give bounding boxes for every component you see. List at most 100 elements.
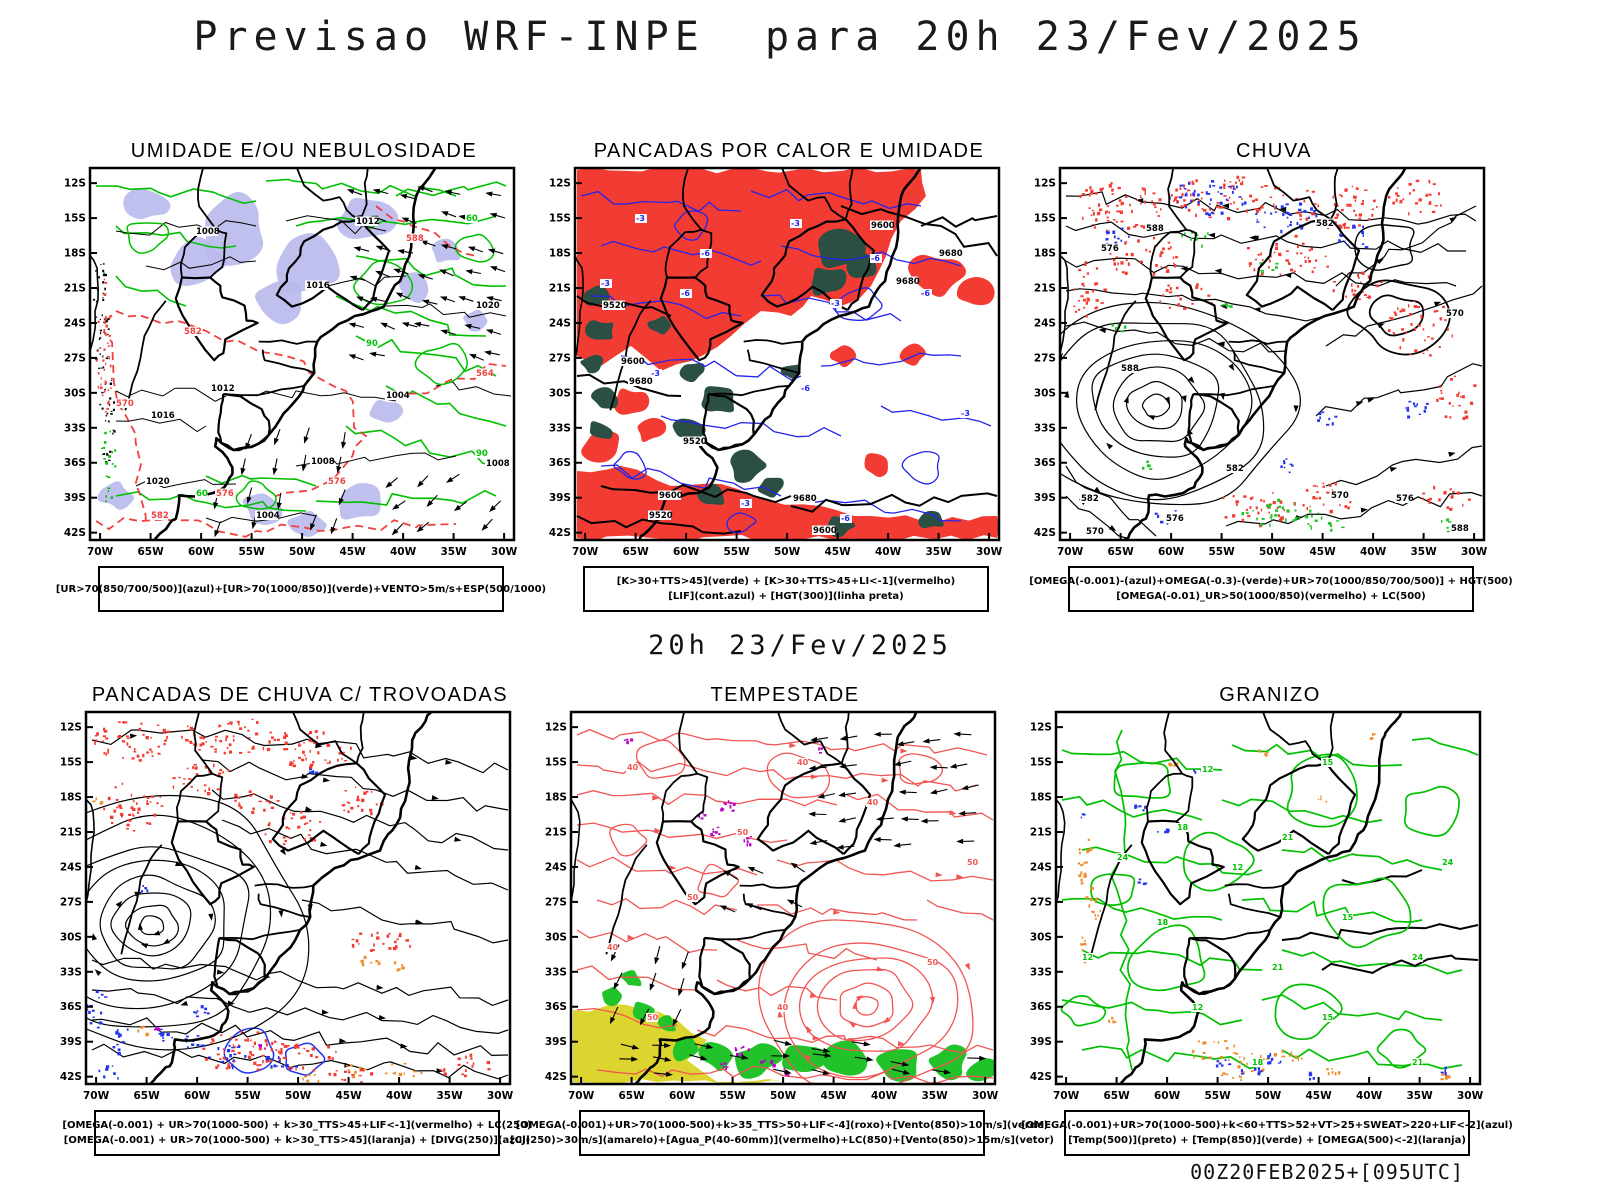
- svg-text:70W: 70W: [568, 1090, 595, 1102]
- svg-text:-6: -6: [921, 289, 930, 298]
- svg-text:15: 15: [1322, 758, 1334, 767]
- svg-text:42S: 42S: [1030, 1071, 1052, 1083]
- svg-text:576: 576: [1166, 514, 1184, 524]
- svg-text:1008: 1008: [311, 457, 335, 467]
- svg-text:24S: 24S: [549, 317, 571, 329]
- svg-text:50W: 50W: [289, 546, 316, 558]
- svg-text:576: 576: [1396, 494, 1414, 504]
- svg-text:39S: 39S: [64, 492, 86, 504]
- svg-text:-3: -3: [961, 409, 970, 418]
- svg-text:65W: 65W: [137, 546, 164, 558]
- svg-text:50: 50: [687, 893, 699, 902]
- svg-text:30W: 30W: [1461, 546, 1488, 558]
- svg-text:40W: 40W: [1356, 1090, 1383, 1102]
- svg-text:40W: 40W: [390, 546, 417, 558]
- svg-text:30S: 30S: [64, 387, 86, 399]
- svg-text:40: 40: [627, 763, 639, 772]
- svg-text:24S: 24S: [64, 317, 86, 329]
- legend-granizo: [OMEGA(-0.001)+UR>70(1000-500)+k<60+TTS>…: [1021, 1110, 1513, 1156]
- svg-text:-6: -6: [681, 289, 690, 298]
- svg-text:30W: 30W: [1457, 1090, 1484, 1102]
- svg-text:30W: 30W: [491, 546, 518, 558]
- svg-text:60: 60: [466, 214, 478, 224]
- svg-text:15S: 15S: [549, 213, 571, 225]
- svg-text:35W: 35W: [440, 546, 467, 558]
- panel-tempestade: TEMPESTADE 40 50 40 50 40 50 40 50 40 50 12S 15S 18S…: [510, 682, 1054, 1156]
- svg-text:576: 576: [1101, 244, 1119, 254]
- legend-line: [OMEGA(-0.001) + UR>70(1000-500) + k>30_…: [63, 1135, 531, 1146]
- svg-text:12S: 12S: [1034, 178, 1056, 190]
- page-title: Previsao WRF-INPE para 20h 23/Fev/2025: [193, 14, 1367, 60]
- svg-text:39S: 39S: [60, 1036, 82, 1048]
- svg-text:12: 12: [1082, 953, 1093, 962]
- legend-trovoadas: [OMEGA(-0.001) + UR>70(1000-500) + k>30_…: [62, 1110, 532, 1156]
- map-umidade: 1008 1012 1016 1020 1004 1008 1012 1016 1020 1004…: [64, 166, 518, 558]
- svg-text:-3: -3: [601, 279, 610, 288]
- svg-text:45W: 45W: [820, 1090, 847, 1102]
- svg-text:588: 588: [1451, 524, 1469, 534]
- svg-text:18S: 18S: [64, 248, 86, 260]
- svg-text:42S: 42S: [549, 527, 571, 539]
- svg-text:12S: 12S: [549, 178, 571, 190]
- svg-text:60W: 60W: [673, 546, 700, 558]
- panel-title: PANCADAS POR CALOR E UMIDADE: [593, 140, 985, 162]
- svg-text:582: 582: [184, 327, 202, 337]
- svg-text:570: 570: [116, 399, 134, 409]
- svg-text:-6: -6: [841, 514, 850, 523]
- svg-text:55W: 55W: [238, 546, 265, 558]
- svg-text:1012: 1012: [356, 217, 380, 227]
- svg-text:9520: 9520: [649, 511, 673, 521]
- svg-text:70W: 70W: [1057, 546, 1084, 558]
- panel-title: UMIDADE E/OU NEBULOSIDADE: [130, 140, 478, 162]
- svg-text:30S: 30S: [1030, 931, 1052, 943]
- svg-text:12: 12: [1232, 863, 1243, 872]
- svg-text:33S: 33S: [1034, 422, 1056, 434]
- panel-trovoadas: PANCADAS DE CHUVA C/ TROVOADAS 12S 15S 18S…: [52, 682, 532, 1156]
- svg-text:21: 21: [1272, 963, 1284, 972]
- svg-text:21S: 21S: [64, 282, 86, 294]
- svg-text:50W: 50W: [285, 1090, 312, 1102]
- svg-text:45W: 45W: [824, 546, 851, 558]
- center-caption: 20h 23/Fev/2025: [648, 630, 952, 661]
- svg-text:33S: 33S: [545, 966, 567, 978]
- svg-text:60W: 60W: [669, 1090, 696, 1102]
- svg-text:50: 50: [967, 858, 979, 867]
- svg-text:-3: -3: [791, 219, 800, 228]
- svg-text:24S: 24S: [1034, 317, 1056, 329]
- svg-text:21S: 21S: [545, 826, 567, 838]
- svg-text:27S: 27S: [549, 352, 571, 364]
- svg-text:55W: 55W: [1208, 546, 1235, 558]
- svg-text:15: 15: [1342, 913, 1354, 922]
- svg-text:70W: 70W: [572, 546, 599, 558]
- svg-text:36S: 36S: [545, 1001, 567, 1013]
- svg-text:570: 570: [1331, 491, 1349, 501]
- panel-granizo: GRANIZO 12 15 18 21 24 12 15 18 21 24 12 15 18 21 24 12…: [1021, 682, 1513, 1156]
- panel-title: GRANIZO: [1219, 684, 1321, 706]
- svg-text:60W: 60W: [1158, 546, 1185, 558]
- svg-text:18: 18: [1177, 823, 1189, 832]
- svg-text:24S: 24S: [1030, 861, 1052, 873]
- svg-text:36S: 36S: [64, 457, 86, 469]
- svg-text:50: 50: [737, 828, 749, 837]
- svg-text:40: 40: [797, 758, 809, 767]
- svg-text:36S: 36S: [1030, 1001, 1052, 1013]
- svg-text:18S: 18S: [60, 792, 82, 804]
- svg-text:582: 582: [151, 511, 169, 521]
- svg-text:70W: 70W: [83, 1090, 110, 1102]
- svg-text:65W: 65W: [618, 1090, 645, 1102]
- svg-text:65W: 65W: [133, 1090, 160, 1102]
- svg-text:33S: 33S: [60, 966, 82, 978]
- panel-chuva: CHUVA 588 582 576 570 588 582 576 570 588 582 576 5…: [1026, 138, 1513, 612]
- svg-text:27S: 27S: [545, 896, 567, 908]
- legend-line: [OMEGA(-0.001)+UR>70(1000-500)+k<60+TTS>…: [1021, 1120, 1513, 1131]
- svg-text:36S: 36S: [1034, 457, 1056, 469]
- legend-line: [OMEGA(-0.001)-(azul)+OMEGA(-0.3)-(verde…: [1029, 576, 1513, 587]
- svg-text:30W: 30W: [487, 1090, 514, 1102]
- svg-text:1016: 1016: [151, 411, 175, 421]
- svg-text:30S: 30S: [1034, 387, 1056, 399]
- svg-text:582: 582: [1081, 494, 1099, 504]
- svg-text:33S: 33S: [64, 422, 86, 434]
- svg-text:40: 40: [777, 1003, 789, 1012]
- legend-line: [UR>70(850/700/500)](azul)+[UR>70(1000/8…: [55, 583, 547, 595]
